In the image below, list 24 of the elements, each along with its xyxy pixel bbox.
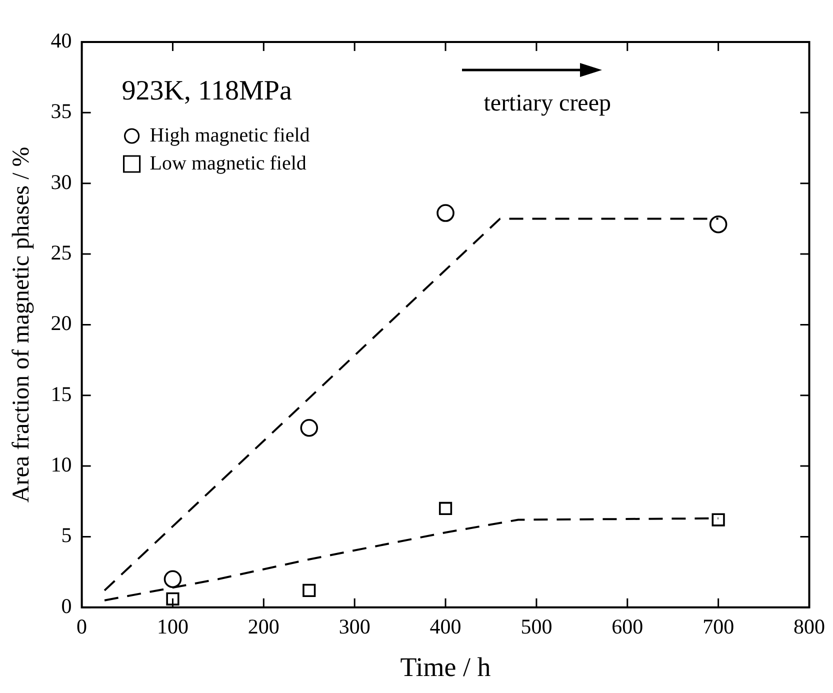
x-tick-label: 700 (702, 614, 734, 639)
y-tick-label: 25 (50, 240, 72, 265)
y-tick-label: 5 (61, 523, 72, 548)
x-tick-label: 200 (248, 614, 280, 639)
x-tick-label: 600 (612, 614, 644, 639)
annotation: 923K, 118MPa (122, 75, 292, 106)
annotation: tertiary creep (484, 90, 611, 116)
x-tick-label: 0 (76, 614, 88, 639)
x-axis-title: Time / h (400, 652, 492, 682)
legend-label: Low magnetic field (150, 152, 306, 174)
x-tick-label: 800 (794, 614, 825, 639)
y-tick-label: 35 (50, 99, 72, 124)
x-tick-label: 400 (430, 614, 462, 639)
x-tick-label: 100 (156, 614, 188, 639)
x-tick-label: 300 (338, 614, 370, 639)
legend-label: High magnetic field (150, 124, 310, 146)
y-tick-label: 30 (50, 170, 72, 194)
y-tick-label: 10 (50, 452, 72, 477)
x-tick-label: 500 (520, 614, 552, 639)
y-tick-label: 15 (50, 382, 72, 406)
y-axis-title: Area fraction of magnetic phases / % (8, 146, 35, 503)
y-tick-label: 40 (50, 28, 72, 53)
y-tick-label: 20 (50, 311, 72, 336)
y-tick-label: 0 (61, 594, 72, 618)
